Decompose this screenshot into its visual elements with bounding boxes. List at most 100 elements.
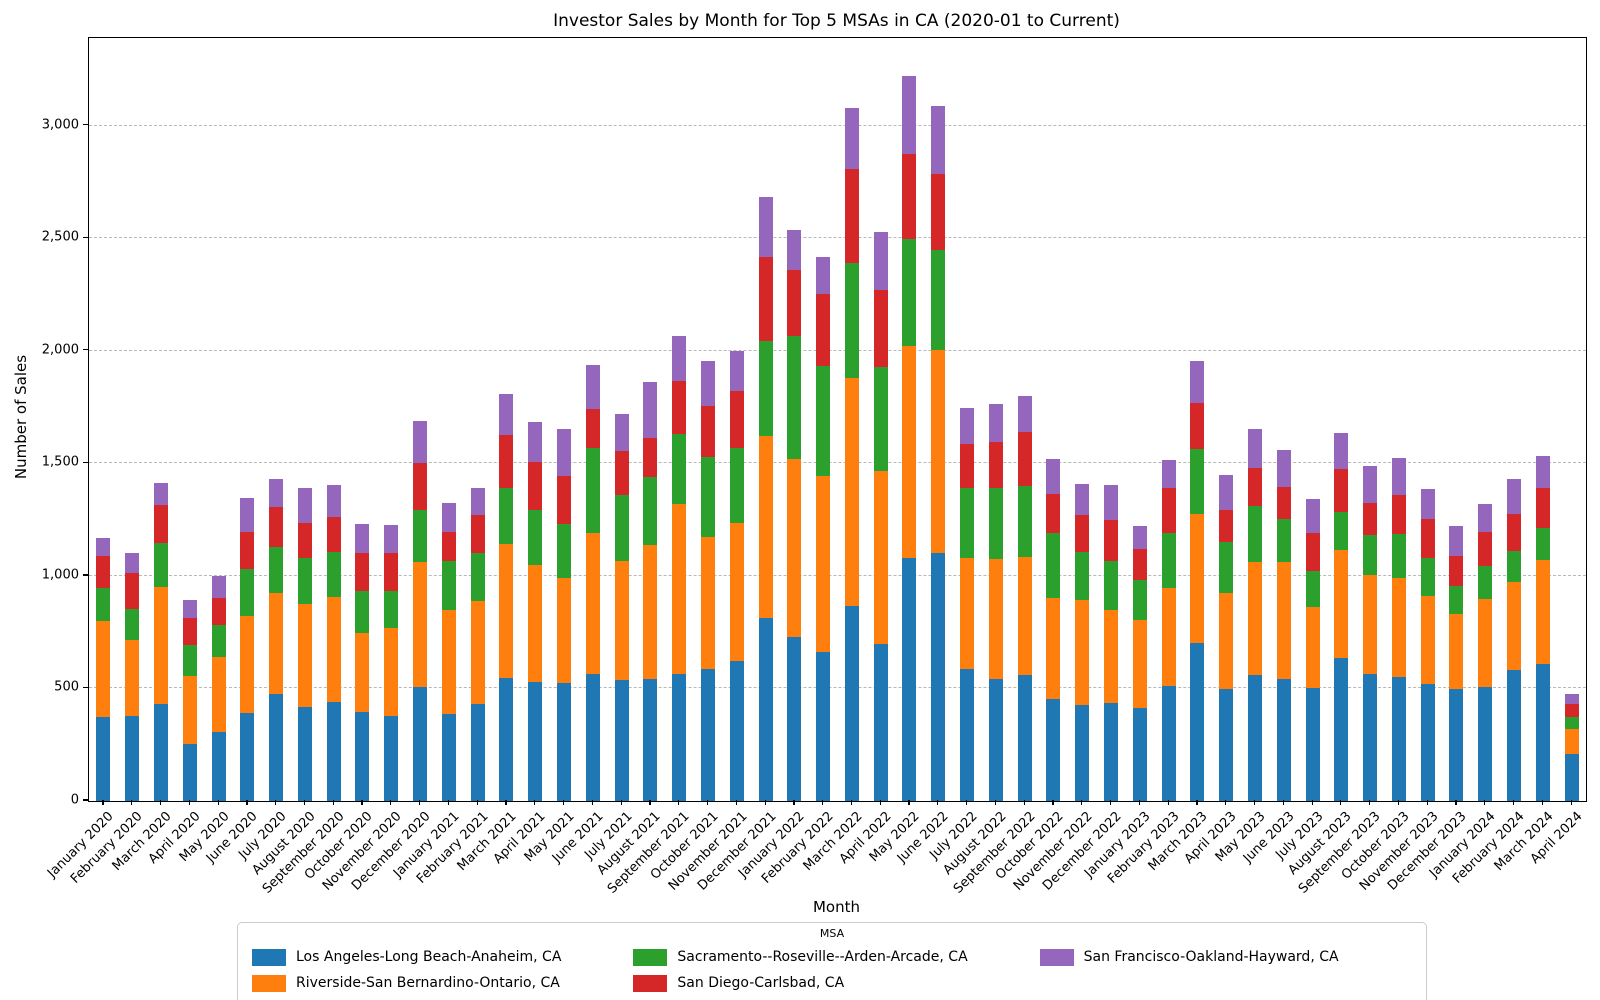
- bar-segment: [1391, 457, 1406, 495]
- x-axis-tick: [275, 800, 277, 805]
- bar-segment: [787, 230, 802, 270]
- bar-segment: [240, 712, 255, 801]
- bar-segment: [1046, 533, 1061, 598]
- bar-segment: [1305, 607, 1320, 688]
- bar-segment: [614, 560, 629, 681]
- bar-segment: [1507, 550, 1522, 582]
- bar-segment: [1190, 513, 1205, 643]
- bar-segment: [153, 543, 168, 588]
- bar-August 2022: [988, 404, 1003, 801]
- gridline: [89, 124, 1586, 126]
- x-axis-tick: [1541, 800, 1543, 805]
- bar-segment: [211, 575, 226, 599]
- bar-November 2023: [1420, 489, 1435, 801]
- bar-segment: [1478, 686, 1493, 801]
- bar-segment: [1046, 597, 1061, 700]
- bar-segment: [931, 349, 946, 554]
- x-axis-tick: [534, 800, 536, 805]
- bar-segment: [1247, 467, 1262, 506]
- bar-segment: [1363, 673, 1378, 801]
- x-axis-tick: [332, 800, 334, 805]
- bar-segment: [1247, 505, 1262, 563]
- bar-segment: [585, 447, 600, 533]
- bar-segment: [1219, 689, 1234, 801]
- bar-segment: [1507, 670, 1522, 801]
- bar-segment: [643, 476, 658, 545]
- bar-segment: [297, 604, 312, 707]
- bar-segment: [326, 552, 341, 598]
- bar-May 2021: [557, 429, 571, 801]
- legend-item: San Francisco-Oakland-Hayward, CA: [1039, 948, 1339, 966]
- y-axis-tick: [83, 574, 88, 576]
- bar-segment: [700, 669, 715, 801]
- bar-segment: [413, 509, 428, 562]
- bar-segment: [988, 404, 1003, 442]
- bar-segment: [1334, 469, 1349, 512]
- bar-segment: [557, 429, 571, 476]
- bar-segment: [211, 731, 226, 801]
- bar-segment: [643, 382, 658, 438]
- bar-segment: [672, 504, 687, 674]
- bar-August 2020: [297, 488, 312, 801]
- legend-item: Riverside-San Bernardino-Ontario, CA: [252, 974, 561, 992]
- bar-November 2022: [1075, 484, 1090, 801]
- bar-segment: [816, 294, 831, 366]
- y-tick-label: 0: [70, 792, 79, 808]
- bar-segment: [326, 484, 341, 518]
- bar-segment: [441, 502, 456, 532]
- bar-segment: [787, 458, 802, 638]
- bar-April 2024: [1564, 693, 1579, 801]
- bar-segment: [931, 249, 946, 350]
- bar-segment: [844, 378, 859, 607]
- bar-segment: [1132, 526, 1147, 549]
- bar-segment: [1535, 560, 1550, 665]
- bar-segment: [1564, 703, 1579, 718]
- bar-segment: [557, 523, 571, 579]
- bar-segment: [700, 456, 715, 538]
- legend-label: Los Angeles-Long Beach-Anaheim, CA: [296, 949, 562, 965]
- bar-segment: [153, 703, 168, 801]
- x-axis-tick: [966, 800, 968, 805]
- bar-segment: [1363, 502, 1378, 535]
- x-axis-tick: [217, 800, 219, 805]
- bar-segment: [1564, 729, 1579, 755]
- bar-segment: [672, 380, 687, 434]
- bar-segment: [614, 680, 629, 801]
- bar-segment: [988, 559, 1003, 680]
- bar-segment: [384, 553, 399, 591]
- bar-segment: [1132, 548, 1147, 581]
- bar-segment: [96, 537, 111, 556]
- bar-segment: [672, 433, 687, 505]
- bar-segment: [125, 553, 140, 573]
- bar-June 2020: [240, 498, 255, 801]
- bar-segment: [269, 478, 284, 508]
- bar-segment: [355, 632, 370, 713]
- bar-segment: [931, 174, 946, 250]
- bar-segment: [672, 673, 687, 801]
- x-axis-tick: [822, 800, 824, 805]
- bar-segment: [470, 600, 485, 705]
- gridline: [89, 349, 1586, 351]
- bar-March 2021: [499, 394, 514, 801]
- bar-segment: [384, 524, 399, 554]
- bar-July 2020: [269, 478, 284, 801]
- bar-December 2021: [758, 196, 773, 801]
- bar-segment: [1247, 675, 1262, 801]
- bar-segment: [297, 488, 312, 523]
- x-axis-tick: [1426, 800, 1428, 805]
- x-axis-tick: [1196, 800, 1198, 805]
- bar-segment: [441, 531, 456, 562]
- bar-segment: [1363, 575, 1378, 674]
- bar-segment: [758, 618, 773, 801]
- bar-August 2021: [643, 382, 658, 801]
- bar-segment: [384, 590, 399, 628]
- y-tick-label: 2,500: [41, 229, 79, 245]
- bar-segment: [1420, 595, 1435, 684]
- bar-May 2022: [902, 76, 917, 801]
- bar-segment: [269, 546, 284, 593]
- bar-segment: [729, 448, 744, 523]
- bar-segment: [1305, 499, 1320, 534]
- x-axis-tick: [1282, 800, 1284, 805]
- bar-segment: [1161, 686, 1176, 801]
- x-axis-tick: [1138, 800, 1140, 805]
